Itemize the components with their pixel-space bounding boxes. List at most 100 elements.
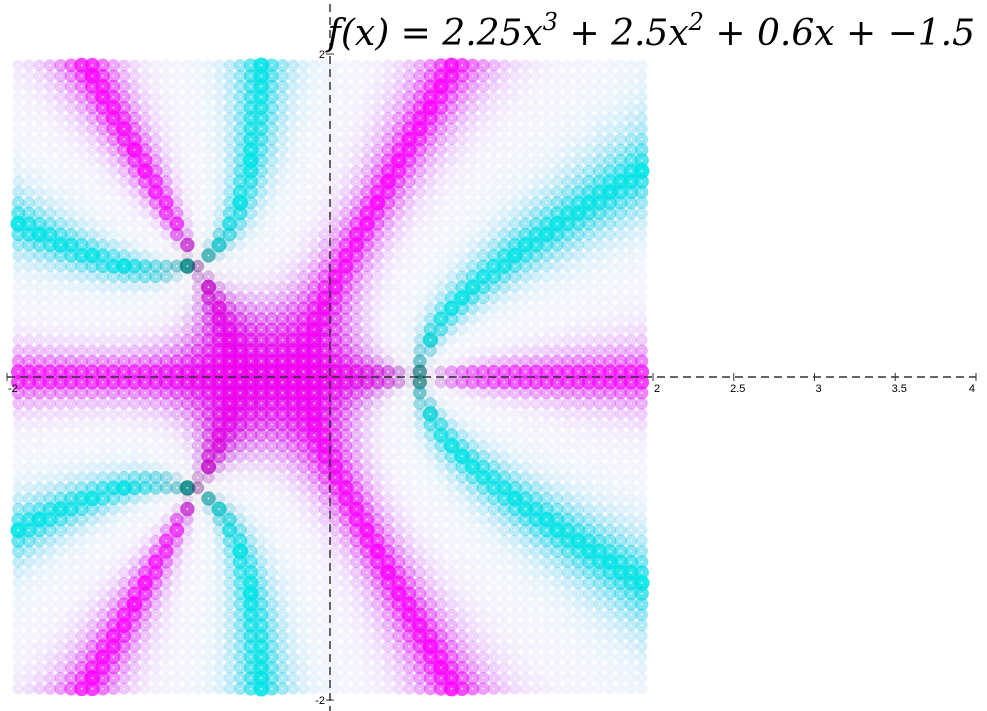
grid-dot	[492, 201, 495, 204]
grid-dot	[640, 286, 643, 289]
grid-dot	[218, 96, 221, 98]
grid-dot	[112, 138, 115, 141]
grid-dot	[566, 64, 569, 67]
grid-dot	[482, 64, 485, 67]
grid-dot	[239, 64, 242, 67]
grid-dot	[218, 212, 221, 215]
grid-dot	[397, 106, 400, 109]
grid-dot	[80, 275, 83, 278]
grid-dot	[249, 222, 252, 225]
grid-dot	[609, 64, 611, 67]
grid-dot	[408, 64, 411, 67]
grid-dot	[461, 244, 463, 246]
grid-dot	[28, 75, 30, 77]
grid-dot	[91, 85, 94, 88]
grid-dot	[28, 212, 30, 215]
grid-dot	[302, 275, 305, 278]
grid-dot	[334, 85, 337, 88]
grid-dot	[123, 64, 125, 67]
grid-dot	[70, 148, 72, 151]
grid-dot	[281, 254, 284, 257]
grid-dot	[101, 233, 104, 236]
grid-dot	[112, 286, 115, 289]
grid-dot	[450, 233, 453, 236]
grid-dot	[566, 106, 569, 109]
grid-dot	[239, 75, 242, 77]
grid-dot	[91, 180, 94, 183]
grid-dot	[112, 85, 115, 88]
grid-dot	[609, 170, 611, 172]
grid-dot	[408, 286, 411, 289]
grid-dot	[503, 75, 506, 77]
grid-dot	[313, 148, 316, 151]
grid-dot	[154, 148, 157, 151]
grid-dot	[503, 159, 506, 162]
grid-dot	[91, 265, 94, 267]
grid-dot	[630, 138, 632, 141]
grid-dot	[186, 180, 189, 183]
grid-dot	[440, 117, 442, 119]
grid-dot	[323, 201, 326, 204]
grid-dot	[70, 191, 72, 194]
grid-dot	[609, 244, 611, 246]
grid-dot	[239, 180, 242, 183]
grid-dot	[482, 127, 485, 130]
grid-dot	[239, 159, 242, 162]
grid-dot	[535, 64, 537, 67]
grid-dot	[334, 265, 337, 267]
grid-dot	[271, 148, 273, 151]
grid-dot	[249, 265, 252, 267]
grid-dot	[334, 148, 337, 151]
grid-dot	[133, 254, 136, 257]
grid-dot	[323, 212, 326, 215]
grid-dot	[313, 254, 316, 257]
grid-dot	[514, 191, 516, 194]
grid-dot	[588, 170, 590, 172]
grid-dot	[535, 106, 537, 109]
grid-dot	[408, 127, 411, 130]
grid-dot	[535, 180, 537, 183]
grid-dot	[503, 138, 506, 141]
grid-dot	[503, 222, 506, 225]
grid-dot	[239, 138, 242, 141]
grid-dot	[334, 233, 337, 236]
grid-dot	[450, 85, 453, 88]
grid-dot	[334, 138, 337, 141]
grid-dot	[292, 265, 294, 267]
grid-dot	[630, 127, 632, 130]
grid-dot	[524, 64, 527, 67]
grid-dot	[207, 296, 210, 299]
grid-dot	[165, 75, 168, 77]
grid-dot	[38, 212, 41, 215]
grid-dot	[271, 222, 273, 225]
grid-dot	[59, 265, 62, 267]
grid-dot	[440, 244, 442, 246]
grid-dot	[49, 275, 51, 278]
grid-dot	[471, 296, 474, 299]
grid-dot	[344, 159, 347, 162]
grid-dot	[154, 170, 157, 172]
grid-dot	[123, 148, 125, 151]
grid-dot	[408, 191, 411, 194]
grid-dot	[482, 222, 485, 225]
grid-dot	[165, 254, 168, 257]
grid-dot	[49, 307, 51, 310]
grid-dot	[249, 233, 252, 236]
grid-dot	[429, 180, 432, 183]
grid-dot	[323, 222, 326, 225]
grid-dot	[80, 286, 83, 289]
grid-dot	[418, 127, 421, 130]
grid-dot	[630, 170, 632, 172]
grid-dot	[440, 127, 442, 130]
grid-dot	[249, 159, 252, 162]
grid-dot	[418, 244, 421, 246]
grid-dot	[70, 64, 72, 67]
grid-dot	[38, 117, 41, 119]
grid-dot	[334, 64, 337, 67]
grid-dot	[186, 117, 189, 119]
grid-dot	[133, 233, 136, 236]
grid-dot	[239, 96, 242, 98]
grid-dot	[619, 244, 622, 246]
grid-dot	[112, 296, 115, 299]
grid-dot	[323, 191, 326, 194]
